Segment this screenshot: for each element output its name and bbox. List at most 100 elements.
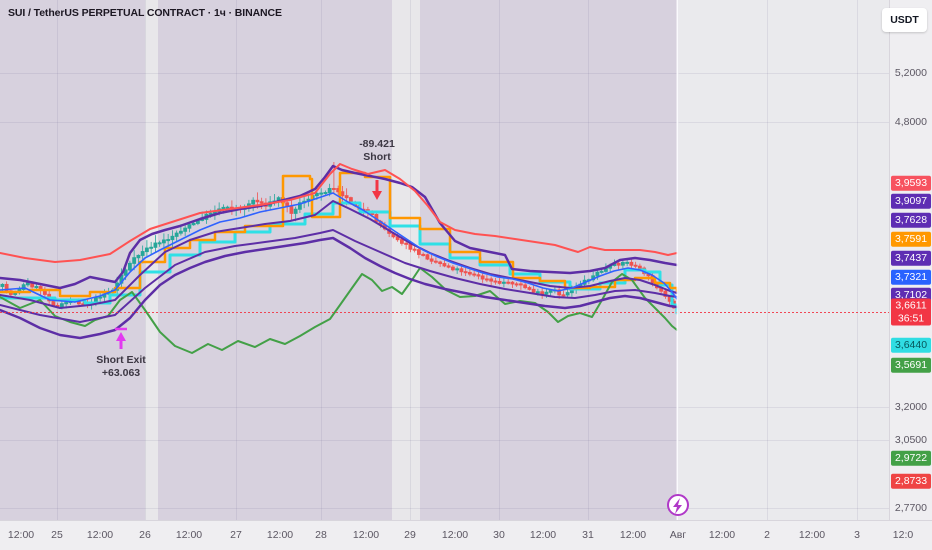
short-exit-label: Short Exit xyxy=(96,354,146,366)
candle-body xyxy=(251,199,256,205)
gridlines xyxy=(0,0,890,520)
price-label: 3,6440 xyxy=(891,337,931,353)
candle-body xyxy=(502,281,506,284)
x-axis-tick: 12:00 xyxy=(619,529,647,541)
current-price-label: 3,6611 36:51 xyxy=(891,298,931,326)
x-axis-tick: 27 xyxy=(230,529,242,541)
price-label: 3,7591 xyxy=(891,231,931,247)
candle-body xyxy=(429,258,434,262)
x-axis-tick: 30 xyxy=(493,529,505,541)
band-basis-line xyxy=(0,200,678,309)
candle-body xyxy=(327,187,332,194)
price-label: 3,5691 xyxy=(891,357,931,373)
candle-body xyxy=(400,239,404,244)
short-entry-label: Short xyxy=(363,151,391,163)
candle-body xyxy=(0,283,5,287)
lightning-icon[interactable] xyxy=(673,498,682,514)
x-axis-tick: 12:00 xyxy=(7,529,35,541)
candle-body xyxy=(344,195,349,199)
candle-body xyxy=(442,263,447,267)
x-axis-tick: 12:00 xyxy=(175,529,203,541)
short-exit-pnl: +63.063 xyxy=(101,367,141,379)
x-axis-tick: 12:00 xyxy=(86,529,114,541)
candle-body xyxy=(123,269,128,276)
candle-body xyxy=(128,262,132,271)
candle-body xyxy=(417,249,421,255)
candle-body xyxy=(157,242,162,245)
candle-body xyxy=(519,283,523,286)
candle-body xyxy=(21,284,26,290)
candle-body xyxy=(60,303,64,308)
y-axis-tick: 5,2000 xyxy=(894,67,927,79)
candle-body xyxy=(145,247,149,253)
price-axis[interactable]: 5,2000 4,8000 3,2000 3,0500 2,7700 3,9593 3,90… xyxy=(889,0,932,520)
x-axis-tick: 28 xyxy=(315,529,327,541)
candle-body xyxy=(480,275,485,280)
candle-body xyxy=(140,251,145,256)
candle-body xyxy=(132,257,137,264)
candle-body xyxy=(536,291,540,294)
candle-body xyxy=(412,248,417,251)
candle-body xyxy=(208,212,213,215)
x-axis-tick: 3 xyxy=(854,529,860,541)
band-upper-line xyxy=(0,164,679,290)
candle-body xyxy=(408,243,413,250)
candle-body xyxy=(315,192,319,197)
bar-countdown: 36:51 xyxy=(897,312,925,324)
candle-body xyxy=(259,201,264,204)
candle-body xyxy=(98,296,103,299)
chart-canvas[interactable] xyxy=(0,0,890,520)
candle-body xyxy=(548,290,553,293)
candle-body xyxy=(561,294,566,297)
time-axis[interactable]: 12:00 25 12:00 26 12:00 27 12:00 28 12:00 29 12:00… xyxy=(0,520,932,550)
band-mid-lower-line xyxy=(0,229,678,323)
x-axis-tick: 12:00 xyxy=(708,529,736,541)
candle-body xyxy=(472,273,477,276)
candle-body xyxy=(527,287,532,290)
candle-body xyxy=(463,271,468,274)
candle-body xyxy=(425,254,430,260)
candle-body xyxy=(395,236,400,241)
price-label: 3,9593 xyxy=(891,175,931,191)
x-axis-tick: 12:00 xyxy=(266,529,294,541)
candle-body xyxy=(451,266,455,271)
candle-body xyxy=(332,187,336,190)
candle-body xyxy=(293,208,298,214)
candle-body xyxy=(506,281,511,284)
candle-body xyxy=(438,261,443,265)
band-lower-line xyxy=(0,236,679,340)
x-axis-tick: 12:00 xyxy=(441,529,469,541)
candle-body xyxy=(629,261,634,266)
candle-body xyxy=(174,232,179,237)
session-band xyxy=(145,0,158,520)
candle-body xyxy=(421,253,426,256)
candle-body xyxy=(531,288,536,293)
candle-body xyxy=(26,282,30,286)
candle-body xyxy=(434,260,438,263)
candle-body xyxy=(319,192,324,195)
candle-body xyxy=(136,254,141,259)
candle-body xyxy=(544,291,549,295)
y-axis-tick: 2,7700 xyxy=(894,502,927,514)
resistance-red-line xyxy=(0,163,678,263)
symbol-title[interactable]: SUI / TetherUS PERPETUAL CONTRACT · 1ч ·… xyxy=(8,7,282,19)
session-band xyxy=(677,0,890,520)
y-axis-tick: 4,8000 xyxy=(894,116,927,128)
currency-unit-button[interactable]: USDT xyxy=(882,8,927,32)
candle-body xyxy=(446,265,451,268)
x-axis-tick: 25 xyxy=(51,529,63,541)
x-axis-tick: 2 xyxy=(764,529,770,541)
price-label: 2,9722 xyxy=(891,450,931,466)
x-axis-tick: Авг xyxy=(669,529,687,541)
price-label: 3,7437 xyxy=(891,250,931,266)
candle-body xyxy=(340,191,345,197)
x-axis-tick: 12:00 xyxy=(798,529,826,541)
candle-body xyxy=(476,274,481,277)
candle-body xyxy=(34,286,39,289)
candle-body xyxy=(191,222,196,226)
candle-body xyxy=(621,262,625,266)
short-entry-annotation: -89.421 Short xyxy=(359,138,395,164)
candle-body xyxy=(616,262,621,266)
candle-body xyxy=(149,246,154,249)
